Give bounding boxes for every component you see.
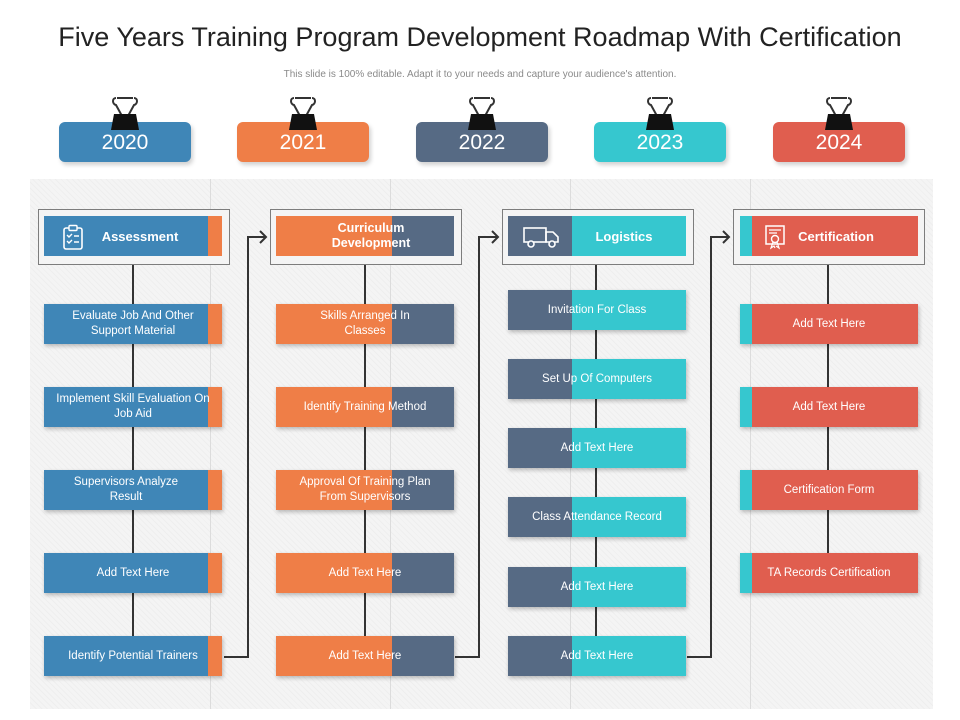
certification-header: Certification	[740, 216, 918, 256]
step-label: Add Text Here	[560, 580, 634, 593]
step-label: TA Records Certification	[767, 566, 891, 579]
step-label: Invitation For Class	[547, 303, 647, 316]
column-divider	[390, 179, 391, 709]
binder-clip-icon	[468, 97, 496, 130]
assessment-step-1: Evaluate Job And Other Support Material	[44, 304, 222, 344]
step-label: Add Text Here	[560, 649, 634, 662]
column-connector-line	[364, 262, 366, 657]
assessment-step-2: Implement Skill Evaluation On Job Aid	[44, 387, 222, 427]
certification-step-3: Certification Form	[740, 470, 918, 510]
binder-clip-icon	[289, 97, 317, 130]
logistics-step-2: Set Up Of Computers	[508, 359, 686, 399]
curriculum-header-label: Curriculum Development	[331, 221, 411, 250]
step-label: Add Text Here	[560, 441, 634, 454]
step-label: Identify Potential Trainers	[68, 649, 198, 662]
binder-clip-icon	[111, 97, 139, 130]
assessment-step-5: Identify Potential Trainers	[44, 636, 222, 676]
logistics-step-1: Invitation For Class	[508, 290, 686, 330]
logistics-step-4: Class Attendance Record	[508, 497, 686, 537]
curriculum-header: Curriculum Development	[276, 216, 454, 256]
step-label: Supervisors Analyze Result	[73, 476, 179, 503]
logistics-header: Logistics	[508, 216, 686, 256]
logistics-step-6: Add Text Here	[508, 636, 686, 676]
step-label: Add Text Here	[792, 317, 866, 330]
step-label: Skills Arranged In Classes	[320, 310, 410, 337]
step-label: Class Attendance Record	[532, 510, 662, 523]
step-label: Set Up Of Computers	[542, 372, 652, 385]
certification-step-1: Add Text Here	[740, 304, 918, 344]
certificate-icon	[765, 225, 785, 250]
step-label: Identify Training Method	[303, 400, 427, 413]
clipboard-checklist-icon	[63, 224, 83, 250]
step-label: Implement Skill Evaluation On Job Aid	[56, 393, 210, 420]
logistics-header-label: Logistics	[595, 228, 653, 244]
curriculum-step-1: Skills Arranged In Classes	[276, 304, 454, 344]
year-tag-2023: 2023	[594, 122, 726, 162]
step-label: Add Text Here	[792, 400, 866, 413]
column-divider	[210, 179, 211, 709]
curriculum-step-3: Approval Of Training Plan From Superviso…	[276, 470, 454, 510]
assessment-step-3: Supervisors Analyze Result	[44, 470, 222, 510]
logistics-step-5: Add Text Here	[508, 567, 686, 607]
curriculum-step-4: Add Text Here	[276, 553, 454, 593]
column-divider	[750, 179, 751, 709]
assessment-step-4: Add Text Here	[44, 553, 222, 593]
column-connector-line	[132, 262, 134, 657]
step-label: Evaluate Job And Other Support Material	[72, 310, 194, 337]
curriculum-step-2: Identify Training Method	[276, 387, 454, 427]
truck-icon	[523, 227, 559, 248]
logistics-step-3: Add Text Here	[508, 428, 686, 468]
certification-step-2: Add Text Here	[740, 387, 918, 427]
step-label: Approval Of Training Plan From Superviso…	[299, 476, 431, 503]
certification-step-4: TA Records Certification	[740, 553, 918, 593]
certification-header-label: Certification	[798, 228, 874, 244]
assessment-header-label: Assessment	[101, 228, 179, 244]
page-title: Five Years Training Program Development …	[58, 22, 902, 52]
binder-clip-icon	[646, 97, 674, 130]
step-label: Add Text Here	[328, 566, 402, 579]
assessment-header: Assessment	[44, 216, 222, 256]
step-label: Certification Form	[783, 483, 875, 496]
roadmap-panel	[30, 179, 933, 709]
binder-clip-icon	[825, 97, 853, 130]
curriculum-step-5: Add Text Here	[276, 636, 454, 676]
step-label: Add Text Here	[96, 566, 170, 579]
step-label: Add Text Here	[328, 649, 402, 662]
page-subtitle: This slide is 100% editable. Adapt it to…	[283, 69, 677, 80]
